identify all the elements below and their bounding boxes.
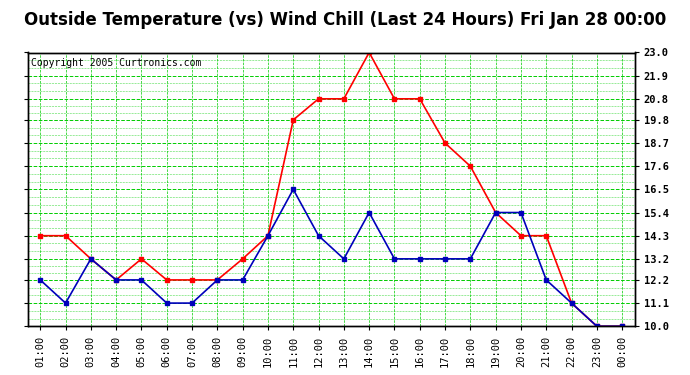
Text: Copyright 2005 Curtronics.com: Copyright 2005 Curtronics.com [30, 58, 201, 68]
Text: Outside Temperature (vs) Wind Chill (Last 24 Hours) Fri Jan 28 00:00: Outside Temperature (vs) Wind Chill (Las… [24, 11, 666, 29]
